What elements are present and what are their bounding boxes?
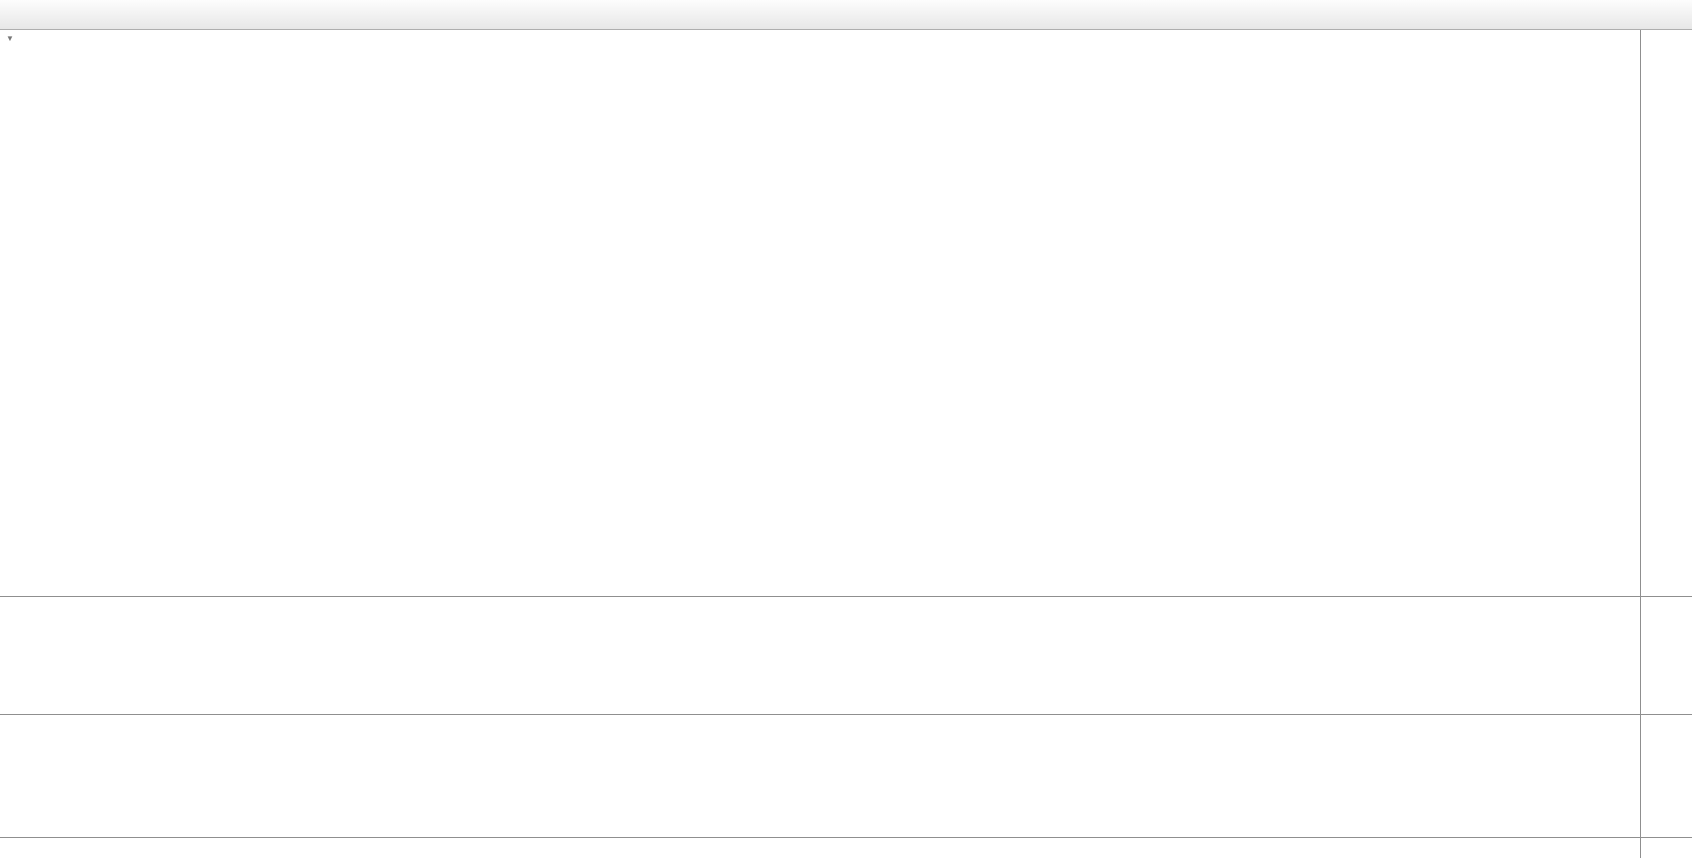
chart-header: ▼ xyxy=(6,34,19,43)
panel-separator[interactable] xyxy=(0,714,1692,715)
price-scale[interactable] xyxy=(1640,30,1692,858)
time-axis[interactable] xyxy=(0,838,1640,858)
one-click-trading-toggle-icon[interactable]: ▼ xyxy=(6,34,14,43)
toolbar xyxy=(0,0,1692,30)
rsi-indicator-panel[interactable] xyxy=(0,715,1640,837)
panel-separator[interactable] xyxy=(0,596,1692,597)
rsi-canvas[interactable] xyxy=(0,715,1640,837)
panel-separator xyxy=(0,837,1692,838)
macd-canvas[interactable] xyxy=(0,597,1640,714)
macd-indicator-panel[interactable] xyxy=(0,597,1640,714)
price-chart-panel[interactable]: ▼ xyxy=(0,30,1640,596)
price-chart-canvas[interactable] xyxy=(0,30,1640,596)
